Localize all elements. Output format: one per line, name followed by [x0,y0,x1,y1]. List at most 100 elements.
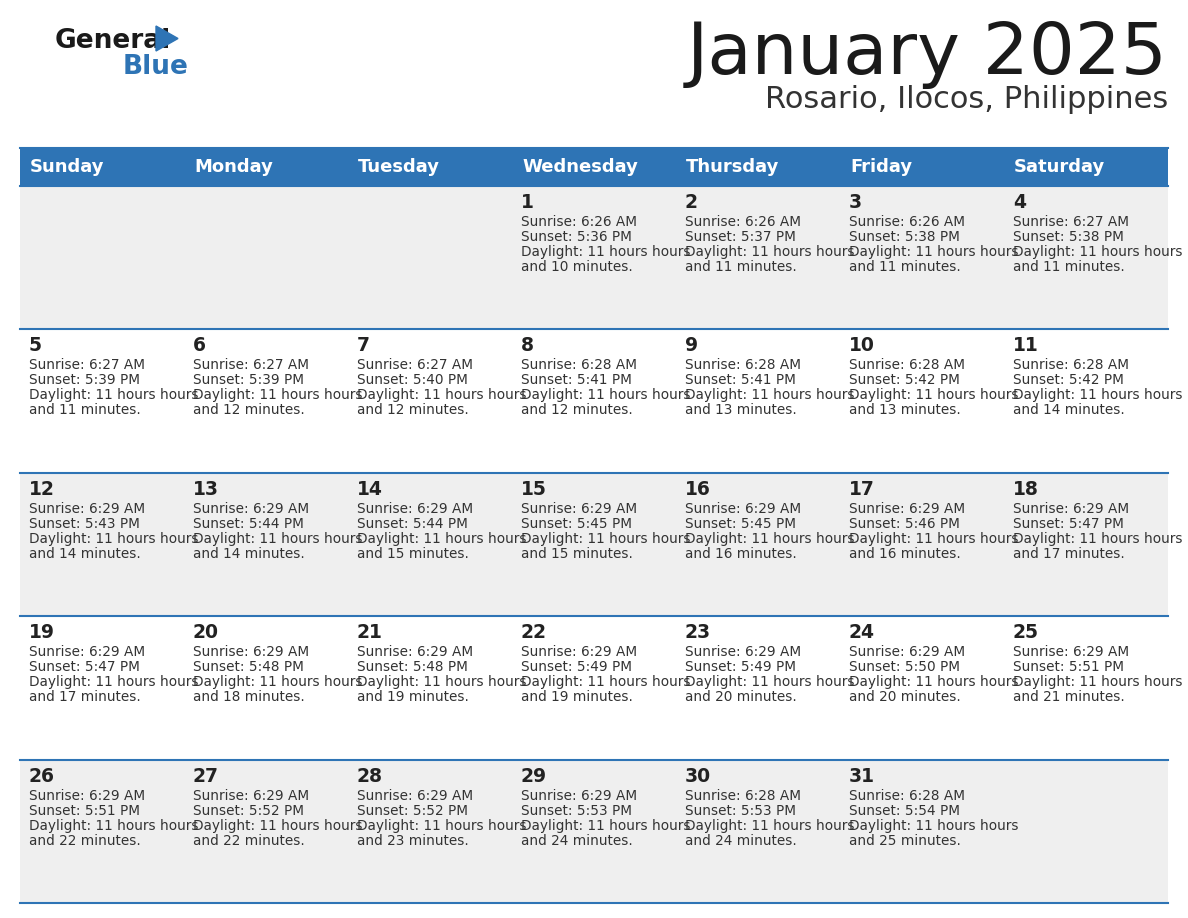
Text: 22: 22 [522,623,546,643]
Text: Daylight: 11 hours hours: Daylight: 11 hours hours [849,245,1018,259]
Text: 15: 15 [522,480,546,498]
Text: Wednesday: Wednesday [522,158,638,176]
Text: General: General [55,28,171,54]
Text: Daylight: 11 hours hours: Daylight: 11 hours hours [358,388,526,402]
Text: 26: 26 [29,767,55,786]
Text: Daylight: 11 hours hours: Daylight: 11 hours hours [849,676,1018,689]
Text: and 12 minutes.: and 12 minutes. [192,403,305,418]
Text: and 18 minutes.: and 18 minutes. [192,690,305,704]
Text: 10: 10 [849,336,874,355]
Text: Daylight: 11 hours hours: Daylight: 11 hours hours [522,245,690,259]
Text: Sunset: 5:37 PM: Sunset: 5:37 PM [685,230,796,244]
Text: Sunset: 5:42 PM: Sunset: 5:42 PM [1013,374,1124,387]
Text: Sunrise: 6:29 AM: Sunrise: 6:29 AM [1013,645,1129,659]
Text: Blue: Blue [124,54,189,80]
Text: Friday: Friday [849,158,912,176]
Text: Daylight: 11 hours hours: Daylight: 11 hours hours [29,532,198,546]
Text: Sunset: 5:54 PM: Sunset: 5:54 PM [849,803,960,818]
Text: Sunrise: 6:28 AM: Sunrise: 6:28 AM [849,789,965,802]
Text: Sunset: 5:42 PM: Sunset: 5:42 PM [849,374,960,387]
Text: 11: 11 [1013,336,1038,355]
Text: and 12 minutes.: and 12 minutes. [358,403,469,418]
Text: Sunrise: 6:27 AM: Sunrise: 6:27 AM [192,358,309,373]
Text: Sunset: 5:38 PM: Sunset: 5:38 PM [849,230,960,244]
Text: Daylight: 11 hours hours: Daylight: 11 hours hours [192,819,362,833]
Text: 18: 18 [1013,480,1038,498]
Text: Sunset: 5:40 PM: Sunset: 5:40 PM [358,374,468,387]
Text: Sunrise: 6:28 AM: Sunrise: 6:28 AM [685,358,801,373]
Bar [1004,148,1168,186]
Text: 14: 14 [358,480,383,498]
Text: and 14 minutes.: and 14 minutes. [29,547,140,561]
Text: Daylight: 11 hours hours: Daylight: 11 hours hours [1013,676,1182,689]
Text: Sunrise: 6:29 AM: Sunrise: 6:29 AM [685,502,801,516]
Text: 5: 5 [29,336,42,355]
Text: 2: 2 [685,193,699,212]
Text: Sunset: 5:36 PM: Sunset: 5:36 PM [522,230,632,244]
Text: and 20 minutes.: and 20 minutes. [849,690,961,704]
Text: Daylight: 11 hours hours: Daylight: 11 hours hours [522,819,690,833]
Text: Sunset: 5:44 PM: Sunset: 5:44 PM [358,517,468,531]
Text: 28: 28 [358,767,383,786]
Text: and 11 minutes.: and 11 minutes. [849,260,961,274]
Text: Daylight: 11 hours hours: Daylight: 11 hours hours [29,676,198,689]
Text: and 17 minutes.: and 17 minutes. [29,690,140,704]
Text: 29: 29 [522,767,548,786]
Text: Sunrise: 6:29 AM: Sunrise: 6:29 AM [522,645,637,659]
Text: 20: 20 [192,623,219,643]
Text: 6: 6 [192,336,206,355]
Text: Daylight: 11 hours hours: Daylight: 11 hours hours [358,532,526,546]
Text: 17: 17 [849,480,874,498]
Bar [20,186,1168,330]
Text: Sunrise: 6:29 AM: Sunrise: 6:29 AM [192,645,309,659]
Text: Sunrise: 6:26 AM: Sunrise: 6:26 AM [522,215,637,229]
Text: Sunrise: 6:29 AM: Sunrise: 6:29 AM [358,502,473,516]
Text: and 11 minutes.: and 11 minutes. [1013,260,1125,274]
Text: 9: 9 [685,336,699,355]
Text: 25: 25 [1013,623,1040,643]
Text: Sunset: 5:38 PM: Sunset: 5:38 PM [1013,230,1124,244]
Text: Daylight: 11 hours hours: Daylight: 11 hours hours [358,819,526,833]
Text: Sunset: 5:47 PM: Sunset: 5:47 PM [29,660,140,674]
Text: 12: 12 [29,480,55,498]
Text: Rosario, Ilocos, Philippines: Rosario, Ilocos, Philippines [765,85,1168,114]
Text: Sunrise: 6:28 AM: Sunrise: 6:28 AM [1013,358,1129,373]
Text: and 11 minutes.: and 11 minutes. [685,260,797,274]
Text: and 15 minutes.: and 15 minutes. [358,547,469,561]
Text: Sunset: 5:47 PM: Sunset: 5:47 PM [1013,517,1124,531]
Text: Thursday: Thursday [685,158,779,176]
Text: Sunrise: 6:29 AM: Sunrise: 6:29 AM [29,789,145,802]
Text: Sunrise: 6:26 AM: Sunrise: 6:26 AM [685,215,801,229]
Text: and 13 minutes.: and 13 minutes. [849,403,961,418]
Text: Sunrise: 6:29 AM: Sunrise: 6:29 AM [1013,502,1129,516]
Text: Sunrise: 6:27 AM: Sunrise: 6:27 AM [29,358,145,373]
Text: 13: 13 [192,480,219,498]
Text: 23: 23 [685,623,712,643]
Text: 27: 27 [192,767,219,786]
Text: and 19 minutes.: and 19 minutes. [522,690,633,704]
Text: Daylight: 11 hours hours: Daylight: 11 hours hours [1013,388,1182,402]
Text: 16: 16 [685,480,710,498]
Text: Sunrise: 6:29 AM: Sunrise: 6:29 AM [192,789,309,802]
Text: Daylight: 11 hours hours: Daylight: 11 hours hours [1013,245,1182,259]
Text: Daylight: 11 hours hours: Daylight: 11 hours hours [685,532,854,546]
Bar [840,148,1004,186]
Text: Sunset: 5:51 PM: Sunset: 5:51 PM [29,803,140,818]
Text: Daylight: 11 hours hours: Daylight: 11 hours hours [29,388,198,402]
Text: Daylight: 11 hours hours: Daylight: 11 hours hours [192,676,362,689]
Text: Daylight: 11 hours hours: Daylight: 11 hours hours [1013,532,1182,546]
Text: Sunset: 5:50 PM: Sunset: 5:50 PM [849,660,960,674]
Text: 19: 19 [29,623,55,643]
Text: Sunset: 5:53 PM: Sunset: 5:53 PM [685,803,796,818]
Text: Sunrise: 6:29 AM: Sunrise: 6:29 AM [849,645,965,659]
Text: 7: 7 [358,336,369,355]
Text: Sunset: 5:46 PM: Sunset: 5:46 PM [849,517,960,531]
Text: Daylight: 11 hours hours: Daylight: 11 hours hours [522,388,690,402]
Text: and 13 minutes.: and 13 minutes. [685,403,797,418]
Text: Sunset: 5:48 PM: Sunset: 5:48 PM [192,660,304,674]
Text: Sunset: 5:45 PM: Sunset: 5:45 PM [522,517,632,531]
Text: 21: 21 [358,623,383,643]
Text: Sunset: 5:39 PM: Sunset: 5:39 PM [192,374,304,387]
Text: Sunrise: 6:29 AM: Sunrise: 6:29 AM [522,789,637,802]
Bar [20,759,1168,903]
